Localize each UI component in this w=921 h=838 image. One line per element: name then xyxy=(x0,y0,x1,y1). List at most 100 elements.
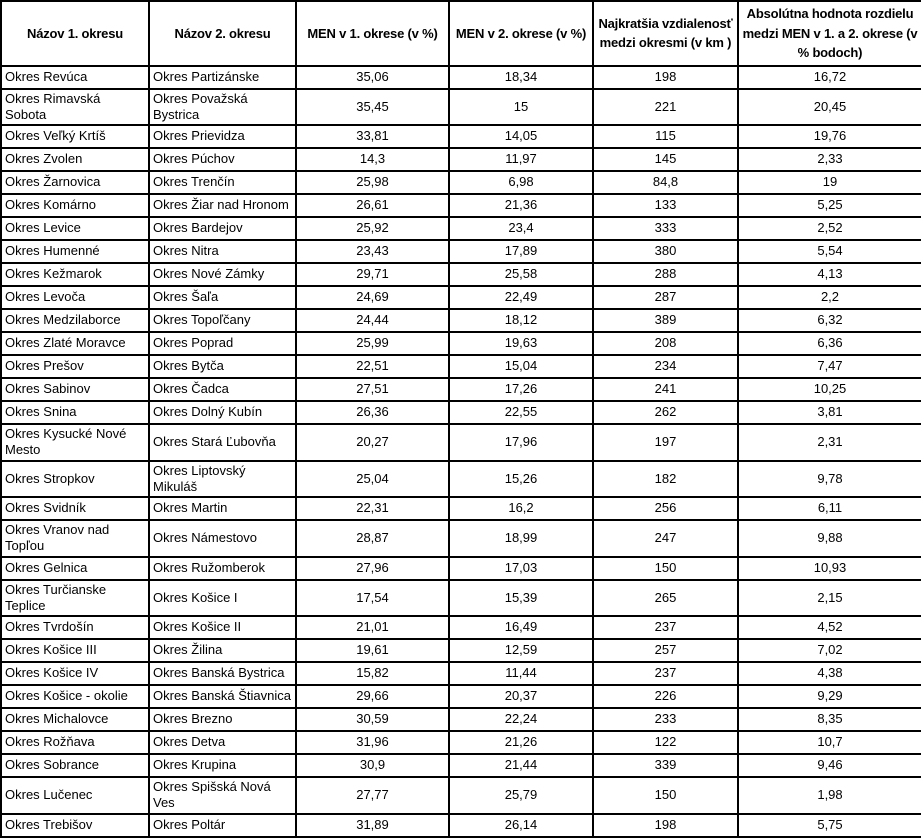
cell-absolute-difference: 4,52 xyxy=(737,615,921,640)
cell-absolute-difference: 19 xyxy=(737,170,921,195)
cell-men-district-2: 23,4 xyxy=(448,216,594,241)
table-row: Okres Kysucké Nové Mesto Okres Stará Ľubo… xyxy=(0,423,921,462)
table-row: Okres Levoča Okres Šaľa 24,69 22,49 287 2,2 xyxy=(0,285,921,310)
cell-men-district-1: 27,51 xyxy=(295,377,450,402)
cell-men-district-1: 27,77 xyxy=(295,776,450,815)
cell-district-1-name: Okres Michalovce xyxy=(0,707,150,732)
cell-absolute-difference: 10,25 xyxy=(737,377,921,402)
cell-men-district-2: 16,49 xyxy=(448,615,594,640)
cell-district-1-name: Okres Gelnica xyxy=(0,555,150,581)
cell-district-1-name: Okres Kežmarok xyxy=(0,262,150,287)
cell-absolute-difference: 6,32 xyxy=(737,308,921,333)
cell-men-district-2: 18,34 xyxy=(448,64,594,90)
cell-men-district-2: 11,97 xyxy=(448,147,594,172)
cell-district-2-name: Okres Martin xyxy=(148,496,297,521)
cell-men-district-1: 35,06 xyxy=(295,64,450,90)
cell-shortest-distance: 84,8 xyxy=(592,170,739,195)
cell-shortest-distance: 145 xyxy=(592,147,739,172)
cell-shortest-distance: 237 xyxy=(592,661,739,686)
cell-men-district-2: 22,24 xyxy=(448,707,594,732)
cell-men-district-2: 25,58 xyxy=(448,262,594,287)
cell-district-2-name: Okres Bytča xyxy=(148,354,297,379)
cell-district-2-name: Okres Žiar nad Hronom xyxy=(148,193,297,218)
cell-district-2-name: Okres Námestovo xyxy=(148,519,297,558)
cell-men-district-1: 21,01 xyxy=(295,615,450,640)
cell-district-1-name: Okres Levice xyxy=(0,216,150,241)
cell-men-district-2: 11,44 xyxy=(448,661,594,686)
table-row: Okres Michalovce Okres Brezno 30,59 22,24 23… xyxy=(0,707,921,732)
cell-district-1-name: Okres Zvolen xyxy=(0,147,150,172)
cell-district-2-name: Okres Stará Ľubovňa xyxy=(148,423,297,462)
cell-district-1-name: Okres Košice IV xyxy=(0,661,150,686)
cell-men-district-2: 25,79 xyxy=(448,776,594,815)
cell-district-2-name: Okres Krupina xyxy=(148,753,297,778)
cell-district-2-name: Okres Košice I xyxy=(148,578,297,617)
cell-shortest-distance: 247 xyxy=(592,519,739,558)
cell-men-district-2: 16,2 xyxy=(448,496,594,521)
cell-men-district-1: 15,82 xyxy=(295,661,450,686)
cell-district-2-name: Okres Spišská Nová Ves xyxy=(148,776,297,815)
cell-shortest-distance: 265 xyxy=(592,578,739,617)
cell-district-1-name: Okres Tvrdošín xyxy=(0,615,150,640)
cell-men-district-1: 30,9 xyxy=(295,753,450,778)
cell-district-1-name: Okres Kysucké Nové Mesto xyxy=(0,423,150,462)
cell-absolute-difference: 7,02 xyxy=(737,638,921,663)
cell-men-district-1: 25,99 xyxy=(295,331,450,356)
table-row: Okres Lučenec Okres Spišská Nová Ves 27,77… xyxy=(0,776,921,815)
cell-shortest-distance: 198 xyxy=(592,64,739,90)
cell-district-1-name: Okres Svidník xyxy=(0,496,150,521)
cell-men-district-2: 20,37 xyxy=(448,684,594,709)
table-row: Okres Stropkov Okres Liptovský Mikuláš 25,… xyxy=(0,459,921,498)
table-row: Okres Prešov Okres Bytča 22,51 15,04 234 7,47 xyxy=(0,354,921,379)
cell-men-district-2: 21,26 xyxy=(448,730,594,755)
cell-absolute-difference: 2,52 xyxy=(737,216,921,241)
cell-district-1-name: Okres Turčianske Teplice xyxy=(0,578,150,617)
cell-district-1-name: Okres Sobrance xyxy=(0,753,150,778)
column-header-absolute-difference: Absolútna hodnota rozdielu medzi MEN v 1… xyxy=(737,0,921,67)
table-row: Okres Sobrance Okres Krupina 30,9 21,44 339 9… xyxy=(0,753,921,778)
cell-absolute-difference: 1,98 xyxy=(737,776,921,815)
cell-district-2-name: Okres Banská Bystrica xyxy=(148,661,297,686)
cell-shortest-distance: 288 xyxy=(592,262,739,287)
cell-men-district-2: 15 xyxy=(448,87,594,126)
cell-district-2-name: Okres Nové Zámky xyxy=(148,262,297,287)
cell-absolute-difference: 4,13 xyxy=(737,262,921,287)
cell-men-district-1: 29,66 xyxy=(295,684,450,709)
cell-men-district-1: 24,69 xyxy=(295,285,450,310)
cell-shortest-distance: 197 xyxy=(592,423,739,462)
cell-shortest-distance: 333 xyxy=(592,216,739,241)
cell-district-2-name: Okres Liptovský Mikuláš xyxy=(148,459,297,498)
cell-absolute-difference: 6,11 xyxy=(737,496,921,521)
cell-men-district-1: 23,43 xyxy=(295,239,450,264)
cell-men-district-2: 26,14 xyxy=(448,812,594,838)
cell-district-2-name: Okres Ružomberok xyxy=(148,555,297,581)
cell-men-district-1: 22,51 xyxy=(295,354,450,379)
cell-men-district-1: 25,92 xyxy=(295,216,450,241)
table-row: Okres Rožňava Okres Detva 31,96 21,26 122 10,… xyxy=(0,730,921,755)
cell-district-2-name: Okres Banská Štiavnica xyxy=(148,684,297,709)
cell-shortest-distance: 241 xyxy=(592,377,739,402)
cell-district-1-name: Okres Humenné xyxy=(0,239,150,264)
table-row: Okres Tvrdošín Okres Košice II 21,01 16,49 2… xyxy=(0,615,921,640)
cell-district-2-name: Okres Partizánske xyxy=(148,64,297,90)
cell-men-district-1: 17,54 xyxy=(295,578,450,617)
cell-shortest-distance: 262 xyxy=(592,400,739,425)
cell-shortest-distance: 256 xyxy=(592,496,739,521)
cell-district-1-name: Okres Košice - okolie xyxy=(0,684,150,709)
cell-men-district-2: 21,44 xyxy=(448,753,594,778)
table-row: Okres Revúca Okres Partizánske 35,06 18,34 1… xyxy=(0,64,921,90)
table-row: Okres Humenné Okres Nitra 23,43 17,89 380 5,5… xyxy=(0,239,921,264)
cell-district-2-name: Okres Brezno xyxy=(148,707,297,732)
table-row: Okres Žarnovica Okres Trenčín 25,98 6,98 84,… xyxy=(0,170,921,195)
cell-men-district-2: 17,03 xyxy=(448,555,594,581)
cell-men-district-2: 17,89 xyxy=(448,239,594,264)
cell-district-2-name: Okres Topoľčany xyxy=(148,308,297,333)
cell-men-district-1: 30,59 xyxy=(295,707,450,732)
cell-shortest-distance: 115 xyxy=(592,124,739,149)
cell-men-district-1: 14,3 xyxy=(295,147,450,172)
cell-district-2-name: Okres Košice II xyxy=(148,615,297,640)
cell-absolute-difference: 5,54 xyxy=(737,239,921,264)
cell-absolute-difference: 6,36 xyxy=(737,331,921,356)
cell-men-district-2: 18,99 xyxy=(448,519,594,558)
